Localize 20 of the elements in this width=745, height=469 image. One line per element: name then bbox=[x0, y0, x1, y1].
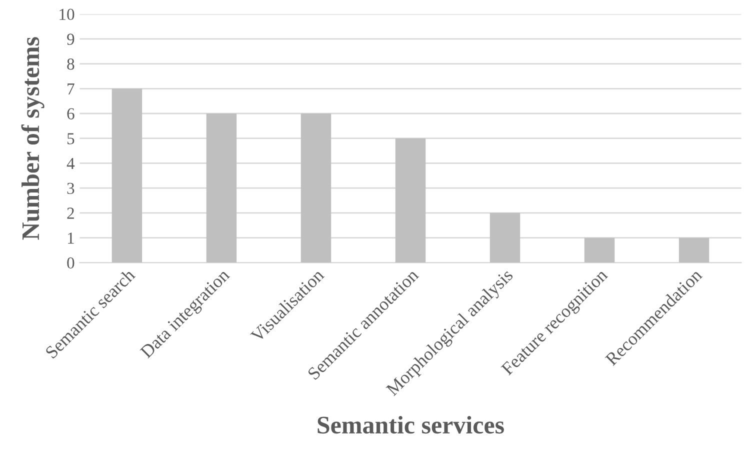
y-tick-label: 4 bbox=[66, 158, 75, 169]
y-tick-label: 0 bbox=[67, 257, 74, 269]
bar bbox=[678, 238, 710, 263]
bar bbox=[490, 212, 520, 263]
bar bbox=[206, 114, 237, 263]
y-axis-title: Number of systems bbox=[21, 37, 44, 240]
y-tick-label: 5 bbox=[67, 133, 74, 144]
y-tick-label: 6 bbox=[67, 108, 74, 120]
bar bbox=[395, 138, 426, 263]
y-tick-label: 2 bbox=[67, 208, 74, 219]
y-tick-label: 8 bbox=[67, 58, 74, 70]
x-axis-title: Semantic services bbox=[318, 416, 504, 434]
y-tick-label: 1 bbox=[68, 232, 74, 244]
bar bbox=[584, 238, 615, 263]
bar bbox=[300, 114, 332, 263]
y-tick-label: 3 bbox=[67, 182, 74, 194]
bar bbox=[112, 88, 142, 263]
y-tick-label: 9 bbox=[67, 34, 74, 45]
y-tick-label: 7 bbox=[68, 84, 74, 94]
y-tick-label: 10 bbox=[60, 8, 74, 20]
